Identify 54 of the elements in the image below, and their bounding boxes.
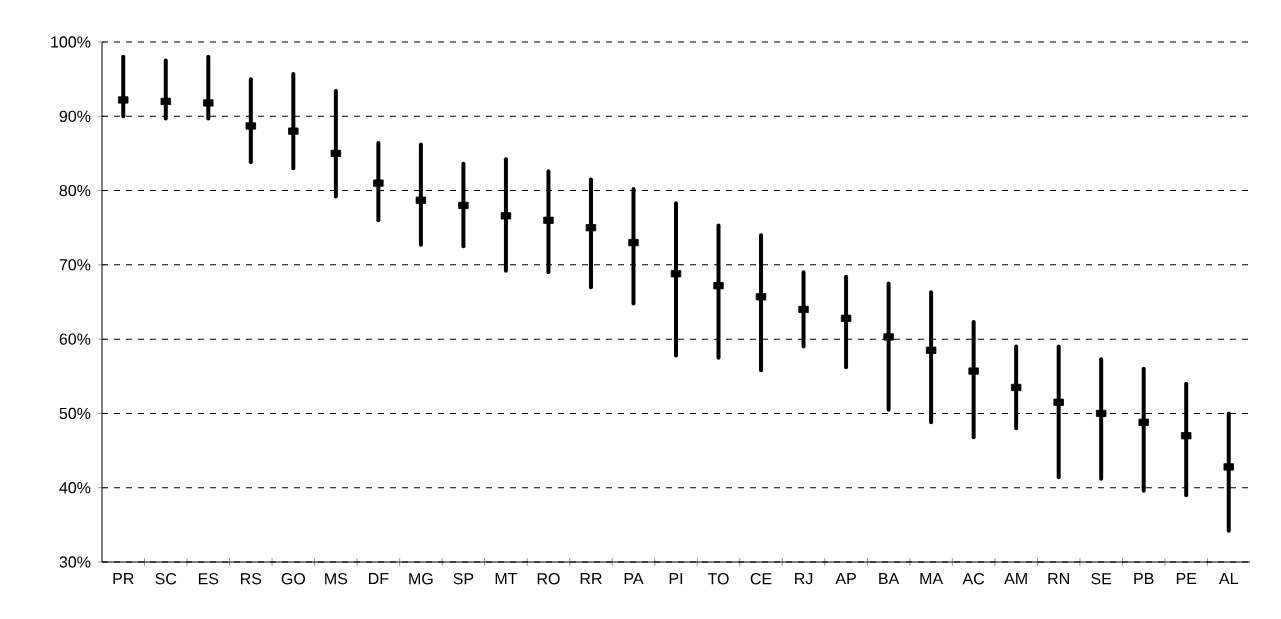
x-tick-label: TO [707, 573, 729, 585]
y-tick-label: 40% [59, 482, 91, 494]
x-tick-label: AP [835, 573, 856, 585]
x-tick-label: RR [580, 573, 602, 585]
x-tick-label: AM [1004, 573, 1027, 585]
point [543, 216, 554, 224]
x-tick-label: AC [962, 573, 985, 585]
point [1181, 432, 1192, 440]
y-tick-label: 60% [59, 333, 91, 345]
point [160, 97, 171, 106]
point [798, 305, 809, 314]
x-tick-label: SE [1091, 573, 1112, 585]
y-tick-label: 30% [59, 556, 91, 568]
point [118, 96, 129, 104]
x-tick-label: MG [409, 573, 433, 585]
x-tick-label: ES [198, 573, 219, 585]
point [713, 282, 724, 290]
x-tick-label: PE [1176, 573, 1197, 585]
x-tick-label: MS [325, 573, 348, 585]
point [288, 127, 299, 135]
point [1138, 418, 1149, 426]
x-tick-label: RO [537, 573, 560, 585]
point [1010, 383, 1022, 392]
point [1095, 409, 1107, 418]
point [628, 238, 639, 247]
x-tick-label: AL [1218, 573, 1238, 585]
y-tick-label: 90% [59, 110, 91, 122]
x-tick-label: SP [453, 573, 474, 585]
x-tick-label: MT [495, 573, 518, 585]
point [330, 149, 342, 158]
x-tick-label: RN [1048, 573, 1069, 585]
x-tick-label: GO [281, 573, 306, 585]
x-tick-label: PI [669, 573, 683, 585]
x-tick-label: PA [624, 573, 644, 585]
x-tick-label: BA [879, 573, 900, 585]
x-tick-label: CE [750, 573, 772, 585]
x-tick-label: MA [920, 573, 944, 585]
x-tick-label: PR [113, 573, 134, 585]
point [1223, 463, 1234, 471]
y-tick-label: 50% [59, 407, 91, 420]
x-tick-label: DF [369, 573, 389, 585]
point [458, 201, 469, 210]
point [373, 179, 384, 187]
x-tick-label: SC [155, 573, 177, 585]
point [1053, 398, 1064, 406]
y-tick-label: 80% [59, 184, 91, 197]
point [883, 333, 894, 341]
y-tick-label: 100% [51, 36, 91, 48]
x-tick-label: RJ [795, 573, 813, 585]
point [203, 99, 214, 107]
x-tick-label: PB [1134, 573, 1154, 585]
x-tick-label: RS [241, 573, 262, 585]
point [968, 367, 979, 375]
y-tick-label: 70% [59, 259, 91, 271]
